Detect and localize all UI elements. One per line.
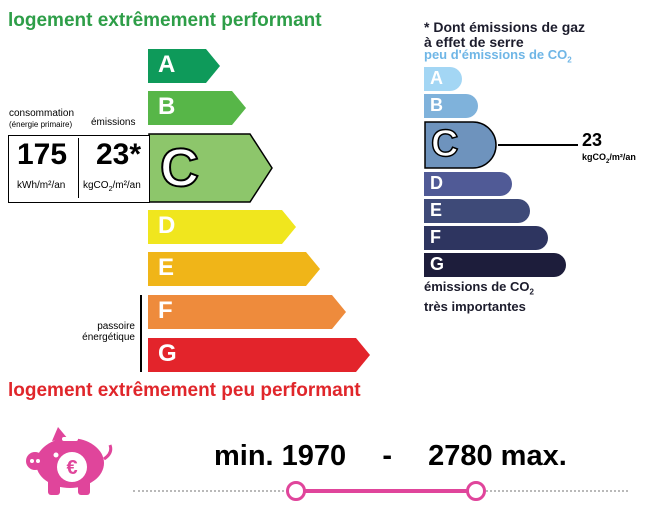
ges-unit: kgCO2/m²/an	[582, 152, 636, 165]
dpe-letter-b: B	[158, 93, 176, 120]
ges-letter-a: A	[430, 68, 443, 88]
piggy-bank-euro-icon: €	[22, 425, 114, 497]
ges-letter-c: C	[430, 122, 459, 166]
dpe-bar-e: E	[148, 252, 322, 286]
ges-letter-g: G	[430, 254, 445, 274]
svg-text:€: €	[66, 457, 77, 479]
emissions-label: émissions	[91, 117, 136, 128]
passoire-label: passoire énergétique	[82, 321, 135, 343]
ges-bar-c-current: C	[424, 121, 498, 169]
cost-scale-range	[295, 489, 475, 493]
dpe-values-box	[8, 135, 150, 203]
cost-range: min. 1970 - 2780 max.	[214, 440, 567, 473]
emissions-unit: kgCO2/m²/an	[83, 180, 141, 193]
dpe-bar-d: D	[148, 210, 298, 244]
consumption-value: 175	[17, 138, 68, 171]
passoire-bracket	[140, 295, 142, 372]
dpe-letter-g: G	[158, 340, 177, 367]
ges-bar-g: G	[424, 253, 568, 277]
dpe-bar-g: G	[148, 338, 372, 372]
ges-bar-f: F	[424, 226, 550, 250]
dpe-letter-e: E	[158, 254, 175, 281]
ges-footer: émissions de CO2 très importantes	[424, 279, 534, 314]
ges-bar-a: A	[424, 67, 464, 91]
cost-separator: -	[382, 440, 392, 472]
ges-letter-f: F	[430, 227, 441, 247]
ges-letter-d: D	[430, 173, 443, 193]
dpe-bar-f: F	[148, 295, 348, 329]
ges-letter-b: B	[430, 95, 443, 115]
consumption-unit: kWh/m²/an	[17, 180, 66, 191]
dpe-bar-a: A	[148, 49, 222, 83]
consumption-label: consommation	[9, 108, 75, 119]
ges-pointer-line	[498, 144, 578, 146]
ges-bar-d: D	[424, 172, 514, 196]
cost-max: 2780 max.	[428, 440, 567, 472]
title-low-performance: logement extrêmement peu performant	[8, 380, 361, 401]
ges-bar-b: B	[424, 94, 480, 118]
dpe-bar-c-current: C	[148, 133, 274, 203]
cost-min-marker	[286, 481, 306, 501]
ges-value: 23	[582, 130, 603, 150]
dpe-letter-d: D	[158, 212, 176, 239]
dpe-bar-b: B	[148, 91, 248, 125]
dpe-letter-a: A	[158, 51, 176, 78]
ges-title: * Dont émissions de gaz à effet de serre	[424, 19, 586, 50]
dpe-letter-f: F	[158, 297, 173, 324]
ges-letter-e: E	[430, 200, 443, 220]
cost-max-marker	[466, 481, 486, 501]
cost-min: min. 1970	[214, 440, 347, 472]
consumption-sublabel: (énergie primaire)	[9, 120, 73, 129]
ges-bar-e: E	[424, 199, 532, 223]
emissions-value: 23*	[96, 138, 142, 171]
title-high-performance: logement extrêmement performant	[8, 10, 322, 31]
dpe-letter-c: C	[159, 137, 200, 199]
dpe-values-divider	[78, 138, 79, 198]
ges-subtitle: peu d'émissions de CO2	[424, 47, 572, 65]
